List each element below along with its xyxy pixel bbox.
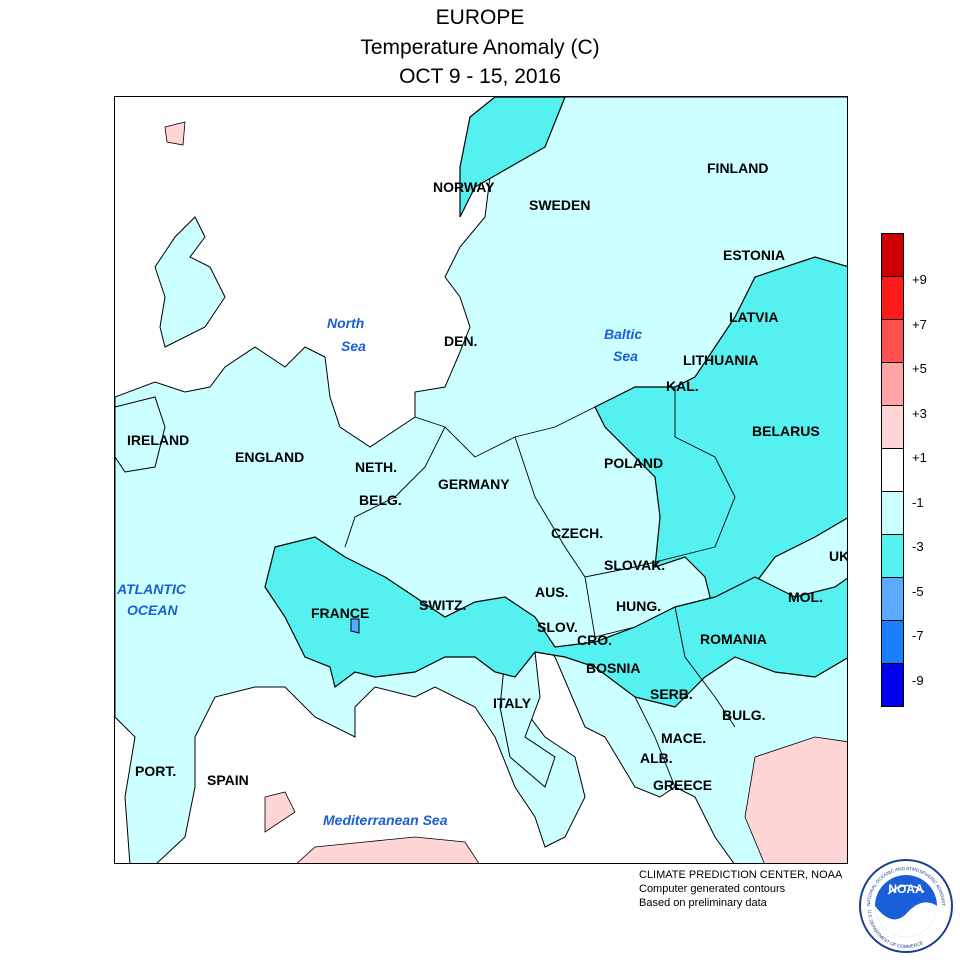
contour-minus-5 (350, 618, 360, 634)
country-label: MACE. (661, 730, 707, 746)
legend-tick-label: -5 (912, 583, 924, 599)
country-label: CRO. (577, 632, 612, 648)
title-variable: Temperature Anomaly (C) (360, 36, 600, 59)
country-label: LITHUANIA (683, 352, 759, 368)
legend-tick-label: -3 (912, 539, 924, 554)
country-label: BELARUS (752, 423, 820, 439)
title-region: EUROPE (435, 6, 525, 29)
country-label: BELG. (359, 492, 402, 508)
country-label: ITALY (493, 695, 532, 711)
anomaly-map: NORWAY SWEDEN FINLAND ESTONIA LATVIA LITHUANI… (114, 96, 848, 864)
country-label: SERB. (650, 686, 693, 702)
country-label: NORWAY (433, 179, 495, 195)
legend-swatch (881, 448, 904, 492)
sea-label-atlantic-line1: ATLANTIC (117, 581, 186, 597)
country-label: LATVIA (729, 309, 779, 325)
legend-swatch (881, 233, 904, 277)
country-label: UK (829, 548, 848, 564)
country-label: BOSNIA (586, 660, 641, 676)
logo-wordmark: NOAA (888, 882, 924, 896)
legend-tick-label: -7 (912, 628, 924, 643)
legend-swatch (881, 362, 904, 406)
country-label: ALB. (640, 750, 673, 766)
legend-swatch (881, 276, 904, 320)
legend-tick-label: +3 (912, 405, 927, 421)
country-label: ENGLAND (235, 449, 305, 465)
borders (344, 387, 736, 788)
legend-tick-label: -9 (912, 672, 924, 688)
credit-line-1: CLIMATE PREDICTION CENTER, NOAA (639, 869, 843, 881)
sea-label-baltic-sea-line1: Baltic (604, 326, 643, 342)
legend-tick-label: +1 (912, 450, 927, 465)
country-label: PORT. (135, 763, 177, 779)
sea-label-north-sea-line2: Sea (341, 338, 366, 354)
legend-swatch (881, 620, 904, 664)
color-legend (881, 233, 904, 707)
legend-swatch (881, 577, 904, 621)
legend-tick-label: -1 (912, 494, 924, 510)
legend-swatch (881, 534, 904, 578)
credit-line-3: Based on preliminary data (639, 897, 767, 909)
country-label: KAL. (666, 378, 699, 394)
legend-swatch (881, 663, 904, 707)
country-label: AUS. (535, 584, 569, 600)
country-label: IRELAND (127, 432, 190, 448)
country-label: HUNG. (616, 598, 662, 614)
noaa-logo-icon: NOAA NATIONAL OCEANIC AND ATMOSPHERIC AD… (858, 858, 953, 953)
legend-tick-label: +9 (912, 272, 927, 287)
country-label: DEN. (444, 333, 478, 349)
sea-label-mediterranean: Mediterranean Sea (323, 812, 448, 828)
sea-label-atlantic-line2: OCEAN (127, 602, 178, 618)
country-label: FRANCE (311, 605, 370, 621)
country-label: CZECH. (551, 525, 604, 541)
country-label: NETH. (355, 459, 397, 475)
country-label: FINLAND (707, 160, 769, 176)
country-label: GERMANY (438, 476, 510, 492)
title-date-range: OCT 9 - 15, 2016 (399, 65, 561, 88)
legend-swatch (881, 405, 904, 449)
legend-tick-label: +5 (912, 361, 927, 376)
country-label: MOL. (788, 589, 823, 605)
sea-label-baltic-sea-line2: Sea (613, 348, 638, 364)
sea-label-north-sea-line1: North (327, 315, 365, 331)
contour-minus-3 (264, 97, 847, 708)
country-label: BULG. (722, 707, 766, 723)
credit-line-2: Computer generated contours (639, 883, 786, 895)
legend-swatch (881, 491, 904, 535)
country-label: SPAIN (207, 772, 249, 788)
country-label: SLOVAK. (604, 557, 666, 573)
country-label: SWITZ. (419, 597, 467, 613)
country-label: ROMANIA (700, 631, 767, 647)
country-label: ESTONIA (723, 247, 785, 263)
country-label: GREECE (653, 777, 713, 793)
legend-swatch (881, 319, 904, 363)
country-label: SWEDEN (529, 197, 591, 213)
map-canvas (115, 97, 847, 863)
contour-plus-1 (164, 121, 847, 863)
legend-tick-label: +7 (912, 316, 927, 332)
country-label: POLAND (604, 455, 664, 471)
country-label: SLOV. (537, 619, 578, 635)
